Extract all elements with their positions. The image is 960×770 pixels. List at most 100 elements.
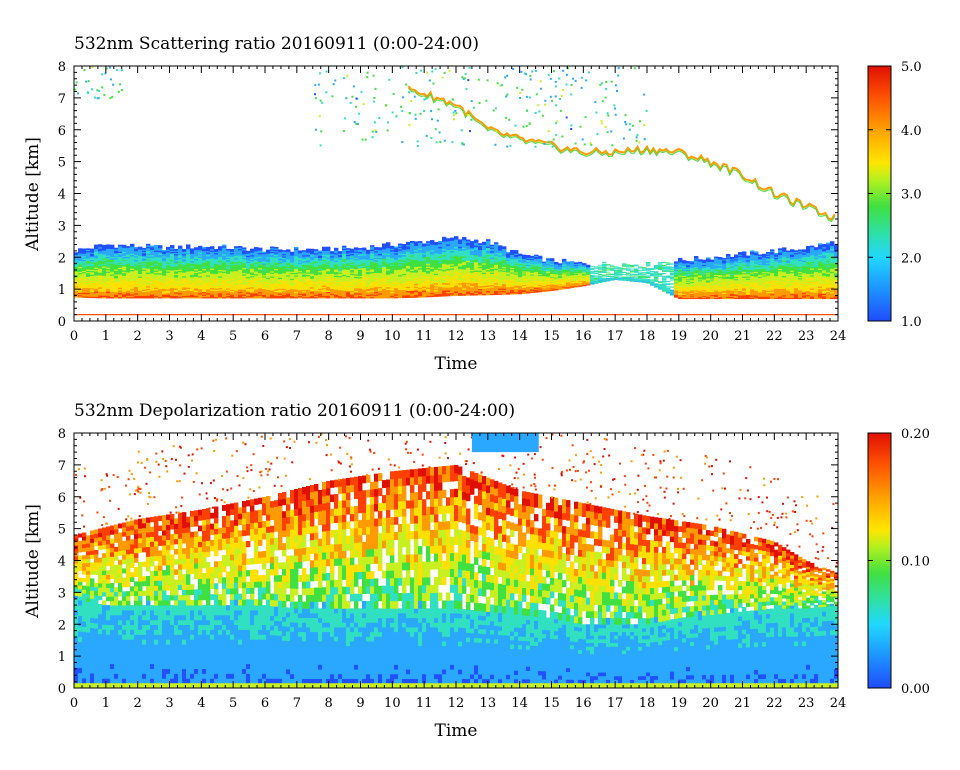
scattering-cell [222,244,227,247]
scattering-cell [550,274,555,276]
scattering-cell [262,280,267,283]
scattering-cell [514,255,519,258]
scattering-cell [486,271,491,273]
scattering-cell [118,262,123,264]
scattering-cell [434,259,439,262]
scattering-cell [206,246,211,249]
scattering-cell [250,273,255,275]
scattering-cell [402,268,407,270]
scattering-cell [254,294,259,296]
scattering-cell [558,279,563,281]
scattering-cell [518,273,523,276]
scattering-cell [298,269,303,272]
scattering-cell [406,272,411,275]
scattering-cell [230,273,235,276]
scattering-cell [134,280,139,282]
scattering-cell [346,255,351,258]
scattering-cell [354,290,359,293]
scattering-cell [218,277,223,280]
scattering-cell [110,283,115,286]
scattering-cell [406,278,411,280]
scattering-cell [366,293,371,295]
scattering-cell [446,248,451,251]
scattering-cell [178,249,183,252]
scattering-cell [374,266,379,268]
scattering-cell [302,262,307,264]
scattering-cell [226,284,231,287]
scattering-cell [118,290,123,292]
scattering-cell [518,262,523,265]
scattering-cell [262,288,267,291]
scattering-cell [426,295,431,298]
scattering-cell [490,293,495,296]
scattering-cell [462,290,467,293]
scattering-cell [474,288,479,290]
scattering-cell [202,248,207,250]
scattering-cell [378,259,383,262]
scattering-cell [466,264,471,267]
scattering-cell [406,241,411,244]
scattering-cell [470,255,475,258]
scattering-cell [318,256,323,259]
scattering-cell [294,273,299,276]
scattering-cell [470,249,475,251]
scattering-cell [262,295,267,298]
scattering-cell [98,250,103,253]
scattering-cell [350,294,355,296]
scattering-cell [166,268,171,271]
scattering-cell [558,282,563,284]
scattering-cell [434,258,439,261]
scattering-cell [510,280,515,283]
scattering-cell [126,294,131,296]
scattering-cell [90,275,95,278]
scattering-cell [406,244,411,247]
scattering-cell [478,276,483,279]
scattering-cell [374,285,379,287]
scattering-cell [250,256,255,258]
scattering-cell [258,280,263,283]
scattering-cell [278,296,283,299]
scattering-cell [230,272,235,274]
scattering-cell [530,255,535,258]
scattering-cell [542,277,547,279]
scattering-cell [474,281,479,284]
scattering-cell [386,256,391,258]
scattering-cell [434,269,439,272]
scattering-cell [558,271,563,273]
scattering-cell [466,263,471,266]
scattering-cell [178,260,183,262]
scattering-cell [214,260,219,262]
scattering-cell [362,255,367,257]
scattering-cell [142,256,147,259]
scattering-cell [406,280,411,283]
scattering-cell [286,283,291,286]
scattering-cell [206,286,211,289]
scattering-cell [138,260,143,263]
scattering-cell [498,284,503,287]
scattering-cell [78,255,83,258]
scattering-cell [526,254,531,257]
scattering-cell [142,295,147,298]
scattering-cell [226,285,231,288]
scattering-cell [278,255,283,258]
scattering-cell [478,249,483,252]
scattering-cell [538,270,543,272]
scattering-cell [462,260,467,263]
scattering-cell [230,263,235,266]
scattering-cell [322,286,327,289]
scattering-cell [242,280,247,282]
scattering-cell [246,253,251,255]
scattering-cell [522,276,527,279]
scattering-cell [558,288,563,290]
scattering-cell [278,272,283,275]
scattering-cell [246,277,251,280]
scattering-cell [322,285,327,287]
scattering-cell [358,260,363,263]
scattering-cell [470,284,475,287]
scattering-cell [202,276,207,279]
scattering-cell [138,271,143,273]
scattering-cell [330,293,335,295]
scattering-cell [378,289,383,291]
scattering-cell [546,261,551,263]
scattering-cell [258,281,263,284]
